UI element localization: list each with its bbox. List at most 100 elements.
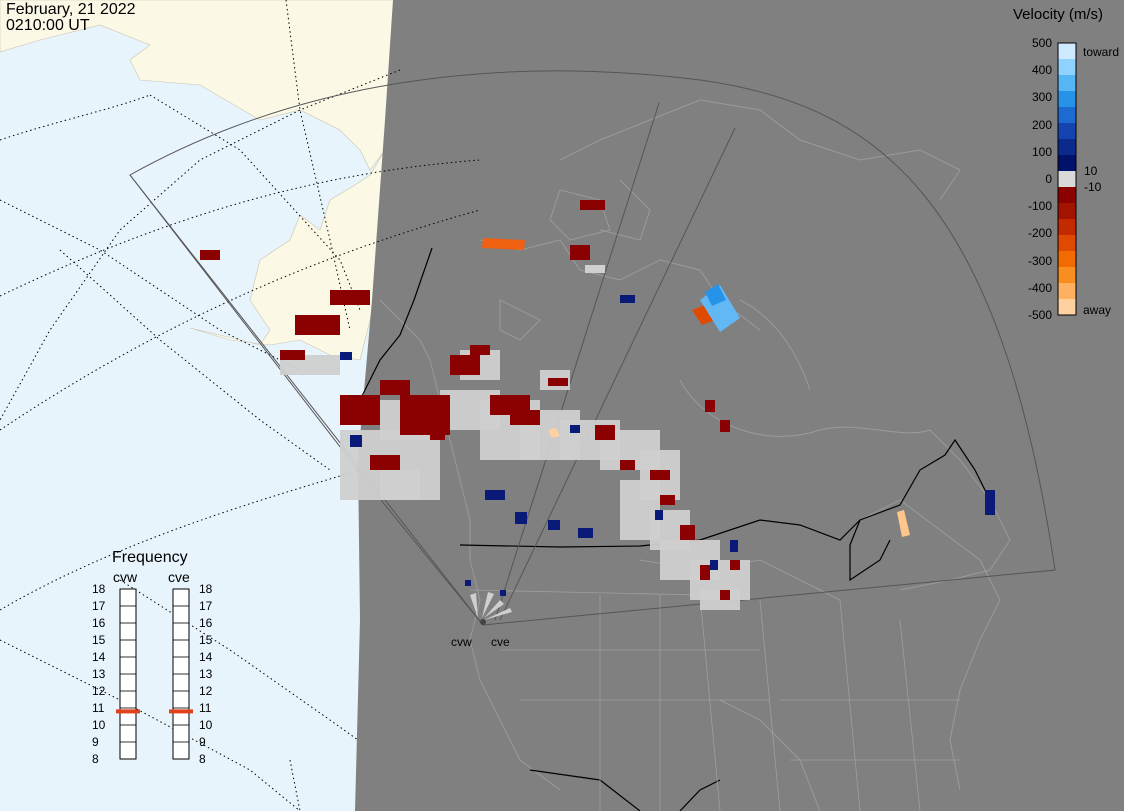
colorbar-tick-label: 400: [1031, 63, 1052, 78]
blue-cell-1: [340, 352, 352, 360]
red-cell-14: [580, 200, 605, 210]
colorbar-swatch-4: [1058, 107, 1076, 124]
frequency-tick-left: 12: [92, 684, 106, 698]
colorbar-swatch-1: [1058, 59, 1076, 76]
frequency-tick-right: 9: [199, 735, 206, 749]
radar-label-cve: cve: [491, 635, 510, 649]
peach-cell-1: [548, 428, 560, 438]
colorbar-label-neg10: -10: [1084, 180, 1102, 194]
colorbar-tick-label: 300: [1031, 90, 1052, 105]
peach-cell-0: [897, 510, 910, 537]
frequency-tick-left: 13: [92, 667, 106, 681]
frequency-radar-cve: cve: [168, 569, 190, 585]
grey-cell-13: [380, 470, 420, 500]
coastline-5: [599, 179, 651, 241]
state-line-6: [839, 599, 861, 811]
blue-cell-11: [570, 425, 580, 433]
red-cell-23: [730, 560, 740, 570]
blue-cell-9: [710, 560, 718, 570]
colorbar-swatch-2: [1058, 75, 1076, 92]
blue-cell-5: [578, 528, 593, 538]
orange-cell-1: [692, 305, 715, 325]
colorbar-swatch-13: [1058, 251, 1076, 268]
colorbar-toward-label: toward: [1083, 45, 1120, 59]
red-cell-13: [548, 378, 568, 386]
red-cell-7: [420, 410, 450, 430]
colorbar-tick-label: -400: [1027, 280, 1052, 295]
colorbar-tick-label: -500: [1027, 308, 1052, 322]
red-cell-26: [720, 420, 730, 432]
red-cell-1: [295, 315, 320, 335]
frequency-tick-left: 10: [92, 718, 106, 732]
red-cell-16: [595, 425, 615, 440]
frequency-tick-right: 15: [199, 633, 213, 647]
red-cell-10: [470, 345, 490, 355]
frequency-tick-right: 10: [199, 718, 213, 732]
coastline-0: [559, 99, 961, 201]
frequency-tick-right: 17: [199, 599, 213, 613]
frequency-tick-left: 14: [92, 650, 106, 664]
radar-label-cvw: cvw: [451, 635, 472, 649]
red-cell-17: [620, 460, 635, 470]
colorbar-tick-label: 0: [1045, 172, 1052, 186]
frequency-tick-right: 18: [199, 582, 213, 596]
frequency-tick-right: 13: [199, 667, 213, 681]
frequency-tick-left: 15: [92, 633, 106, 647]
colorbar-swatch-15: [1058, 283, 1076, 300]
blue-cell-12: [465, 580, 471, 586]
frequency-tick-left: 16: [92, 616, 106, 630]
lightblue-cell-1: [705, 284, 726, 306]
gridline-7: [59, 249, 331, 471]
fov-boundary: [129, 70, 1056, 626]
coastline-10: [719, 699, 821, 811]
fov-beam-divider-2: [499, 127, 736, 621]
colorbar-swatch-11: [1058, 219, 1076, 236]
colorbar-swatch-0: [1058, 43, 1076, 60]
frequency-tick-left: 17: [92, 599, 106, 613]
red-cell-24: [200, 250, 220, 260]
blue-cell-8: [730, 540, 738, 552]
radar-site-marker: [480, 619, 486, 625]
red-cell-4: [340, 395, 380, 425]
fan-cvw-1: [482, 592, 494, 618]
red-cell-2: [320, 315, 340, 335]
blue-cell-10: [655, 510, 663, 520]
blue-cell-4: [548, 520, 560, 530]
frequency-marker-cve: [169, 709, 193, 714]
frequency-title: Frequency: [112, 549, 188, 566]
blue-cell-13: [500, 590, 506, 596]
fan-cve-0: [484, 600, 504, 618]
frequency-marker-cvw: [116, 709, 140, 714]
colorbar-swatch-8: [1058, 171, 1076, 188]
red-cell-25: [705, 400, 715, 412]
red-cell-8: [370, 455, 400, 470]
white-cell-0: [585, 265, 605, 273]
frequency-tick-right: 12: [199, 684, 213, 698]
coastline-8: [859, 499, 1001, 791]
border-0: [359, 247, 433, 401]
frequency-tick-right: 16: [199, 616, 213, 630]
red-cell-15: [570, 245, 590, 260]
frequency-tick-right: 14: [199, 650, 213, 664]
colorbar-swatch-14: [1058, 267, 1076, 284]
coastline-9: [379, 299, 561, 791]
colorbar-tick-label: 200: [1031, 117, 1052, 132]
frequency-tick-left: 18: [92, 582, 106, 596]
velocity-cells: [200, 200, 995, 620]
fov-beam-divider-1: [494, 102, 660, 621]
red-cell-0: [330, 290, 370, 305]
colorbar-frame: [1057, 42, 1077, 316]
colorbar-label-pos10: 10: [1084, 164, 1098, 178]
frequency-tick-left: 9: [92, 735, 99, 749]
colorbar-swatch-12: [1058, 235, 1076, 252]
blue-cell-3: [515, 512, 527, 524]
blue-cell-2: [485, 490, 505, 500]
radar-sites: [480, 619, 486, 625]
blue-cell-6: [620, 295, 635, 303]
red-cell-9: [450, 355, 480, 375]
night-shade: [355, 0, 1124, 811]
frequency-tick-right: 8: [199, 752, 206, 766]
red-cell-12: [510, 410, 540, 425]
red-cell-22: [720, 590, 730, 600]
